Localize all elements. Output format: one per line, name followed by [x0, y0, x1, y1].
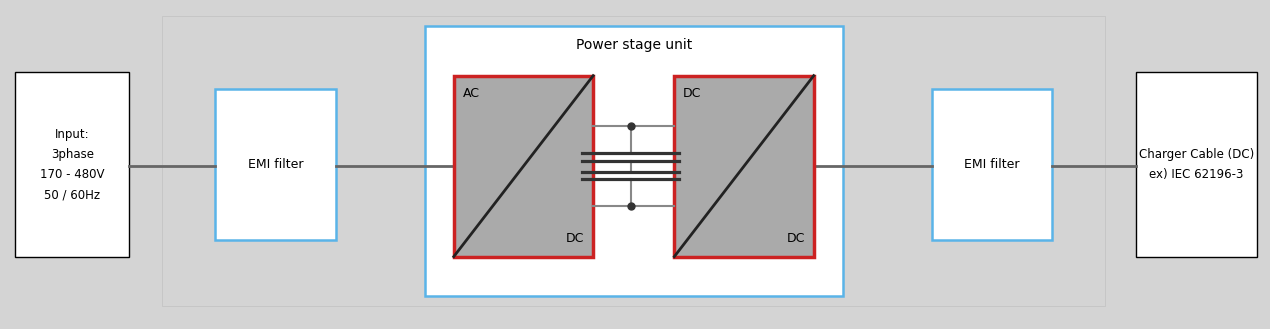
- Text: DC: DC: [683, 87, 701, 100]
- FancyBboxPatch shape: [216, 89, 335, 240]
- Text: Charger Cable (DC)
ex) IEC 62196-3: Charger Cable (DC) ex) IEC 62196-3: [1139, 148, 1255, 181]
- Text: EMI filter: EMI filter: [964, 158, 1020, 171]
- FancyBboxPatch shape: [932, 89, 1052, 240]
- Text: Input:
3phase
170 - 480V
50 / 60Hz: Input: 3phase 170 - 480V 50 / 60Hz: [39, 128, 104, 201]
- Text: EMI filter: EMI filter: [248, 158, 304, 171]
- FancyBboxPatch shape: [424, 26, 843, 296]
- Text: DC: DC: [566, 232, 584, 245]
- FancyBboxPatch shape: [15, 72, 130, 257]
- Text: DC: DC: [786, 232, 805, 245]
- Text: AC: AC: [462, 87, 480, 100]
- FancyBboxPatch shape: [674, 76, 814, 257]
- Text: Power stage unit: Power stage unit: [575, 38, 692, 52]
- FancyBboxPatch shape: [453, 76, 593, 257]
- FancyBboxPatch shape: [163, 16, 1105, 306]
- FancyBboxPatch shape: [1135, 72, 1257, 257]
